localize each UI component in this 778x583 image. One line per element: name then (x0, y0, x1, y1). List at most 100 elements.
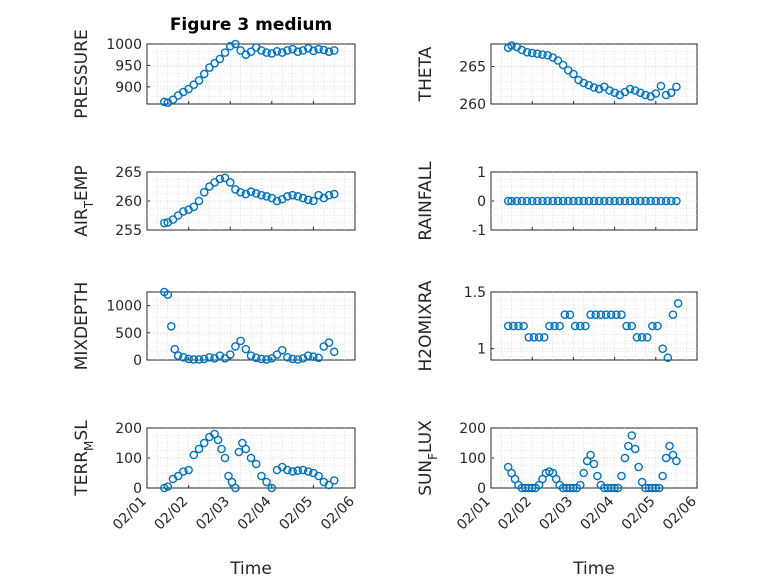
data-point (507, 41, 516, 50)
data-point (272, 196, 282, 206)
data-point (194, 444, 204, 454)
data-point (303, 43, 313, 53)
data-point (173, 211, 183, 220)
data-point (620, 196, 630, 206)
data-point (225, 350, 235, 359)
subplot-rainfall: -1 0 1 RAINFALL (416, 161, 698, 241)
data-point (529, 333, 539, 342)
data-point (630, 196, 640, 206)
y-tick-label: 1 (477, 342, 486, 358)
y-tick-label: 0 (477, 481, 486, 497)
data-point (589, 196, 599, 206)
y-axis-label: PRESSURE (72, 29, 92, 118)
y-tick-label: 500 (115, 326, 142, 342)
data-point (262, 477, 271, 487)
data-point (539, 333, 549, 342)
data-point (630, 444, 640, 454)
data-point (251, 459, 261, 469)
data-point (579, 78, 589, 88)
data-point (627, 321, 637, 331)
data-point (570, 321, 580, 331)
data-point (309, 46, 318, 56)
data-point (646, 196, 655, 206)
data-point (215, 174, 225, 184)
data-point (524, 333, 534, 342)
data-point (610, 88, 619, 98)
data-point (637, 333, 647, 342)
data-point (605, 196, 614, 206)
y-tick-label: 1.5 (464, 285, 486, 301)
data-point (605, 86, 614, 95)
data-point (672, 196, 681, 206)
data-point (586, 310, 595, 319)
data-point (324, 47, 334, 57)
data-point (630, 86, 640, 95)
data-point (283, 46, 292, 55)
x-tick-label: 02/04 (235, 493, 275, 533)
data-point (575, 480, 585, 490)
data-point (533, 49, 542, 59)
data-point (565, 310, 575, 319)
data-point (651, 89, 661, 98)
y-tick-label: 0 (133, 353, 142, 369)
data-point (661, 453, 671, 463)
data-point (329, 46, 339, 55)
data-point (591, 310, 601, 319)
data-point (624, 441, 633, 451)
data-point (533, 196, 542, 206)
subplot-pressure: 900 950 1000 PRESSURE (72, 29, 356, 119)
y-axis-label: AIRTEMP (72, 165, 96, 236)
figure-title: Figure 3 medium (170, 15, 332, 35)
data-point (627, 431, 637, 440)
data-point (324, 190, 334, 200)
data-point (231, 342, 240, 351)
data-point (189, 80, 199, 90)
y-tick-label: 1000 (106, 299, 142, 315)
y-tick-label: 200 (459, 421, 486, 437)
data-point (225, 178, 235, 187)
subplot-sun-flux: 02/01 02/02 02/03 02/04 02/05 02/06 0 100 200 SUN… (416, 420, 700, 534)
data-point (205, 63, 214, 72)
data-point (575, 321, 585, 331)
data-point (293, 192, 303, 201)
data-point (272, 46, 282, 56)
data-point (199, 187, 209, 197)
y-axis-label: TERRMSL (72, 420, 96, 497)
data-point (560, 310, 570, 319)
data-point (314, 44, 323, 54)
x-axis-label-right: Time (572, 559, 615, 579)
y-axis-label: THETA (416, 46, 436, 102)
data-point (550, 321, 559, 331)
data-point (189, 450, 199, 460)
data-point (184, 354, 193, 364)
data-point (601, 310, 611, 319)
data-point (522, 196, 532, 206)
data-point (665, 441, 674, 451)
data-point (584, 196, 594, 206)
data-point (220, 48, 230, 57)
data-point (220, 453, 230, 463)
data-point (246, 187, 256, 197)
data-point (267, 49, 277, 58)
data-point (210, 58, 219, 68)
data-point (309, 196, 318, 206)
data-point (283, 465, 292, 475)
data-point (194, 355, 204, 364)
data-point (173, 351, 183, 360)
data-point (563, 196, 573, 206)
data-point (648, 321, 657, 331)
data-point (658, 344, 667, 353)
x-tick-label: 02/01 (454, 494, 494, 534)
data-point (262, 48, 271, 57)
data-point (517, 196, 527, 206)
data-point (303, 195, 313, 205)
data-point (236, 336, 245, 346)
data-point (593, 471, 602, 481)
data-point (558, 196, 568, 206)
data-point (658, 471, 667, 481)
data-point (166, 321, 176, 331)
y-tick-label: 900 (115, 80, 142, 96)
data-point (168, 215, 178, 224)
data-point (199, 438, 209, 448)
